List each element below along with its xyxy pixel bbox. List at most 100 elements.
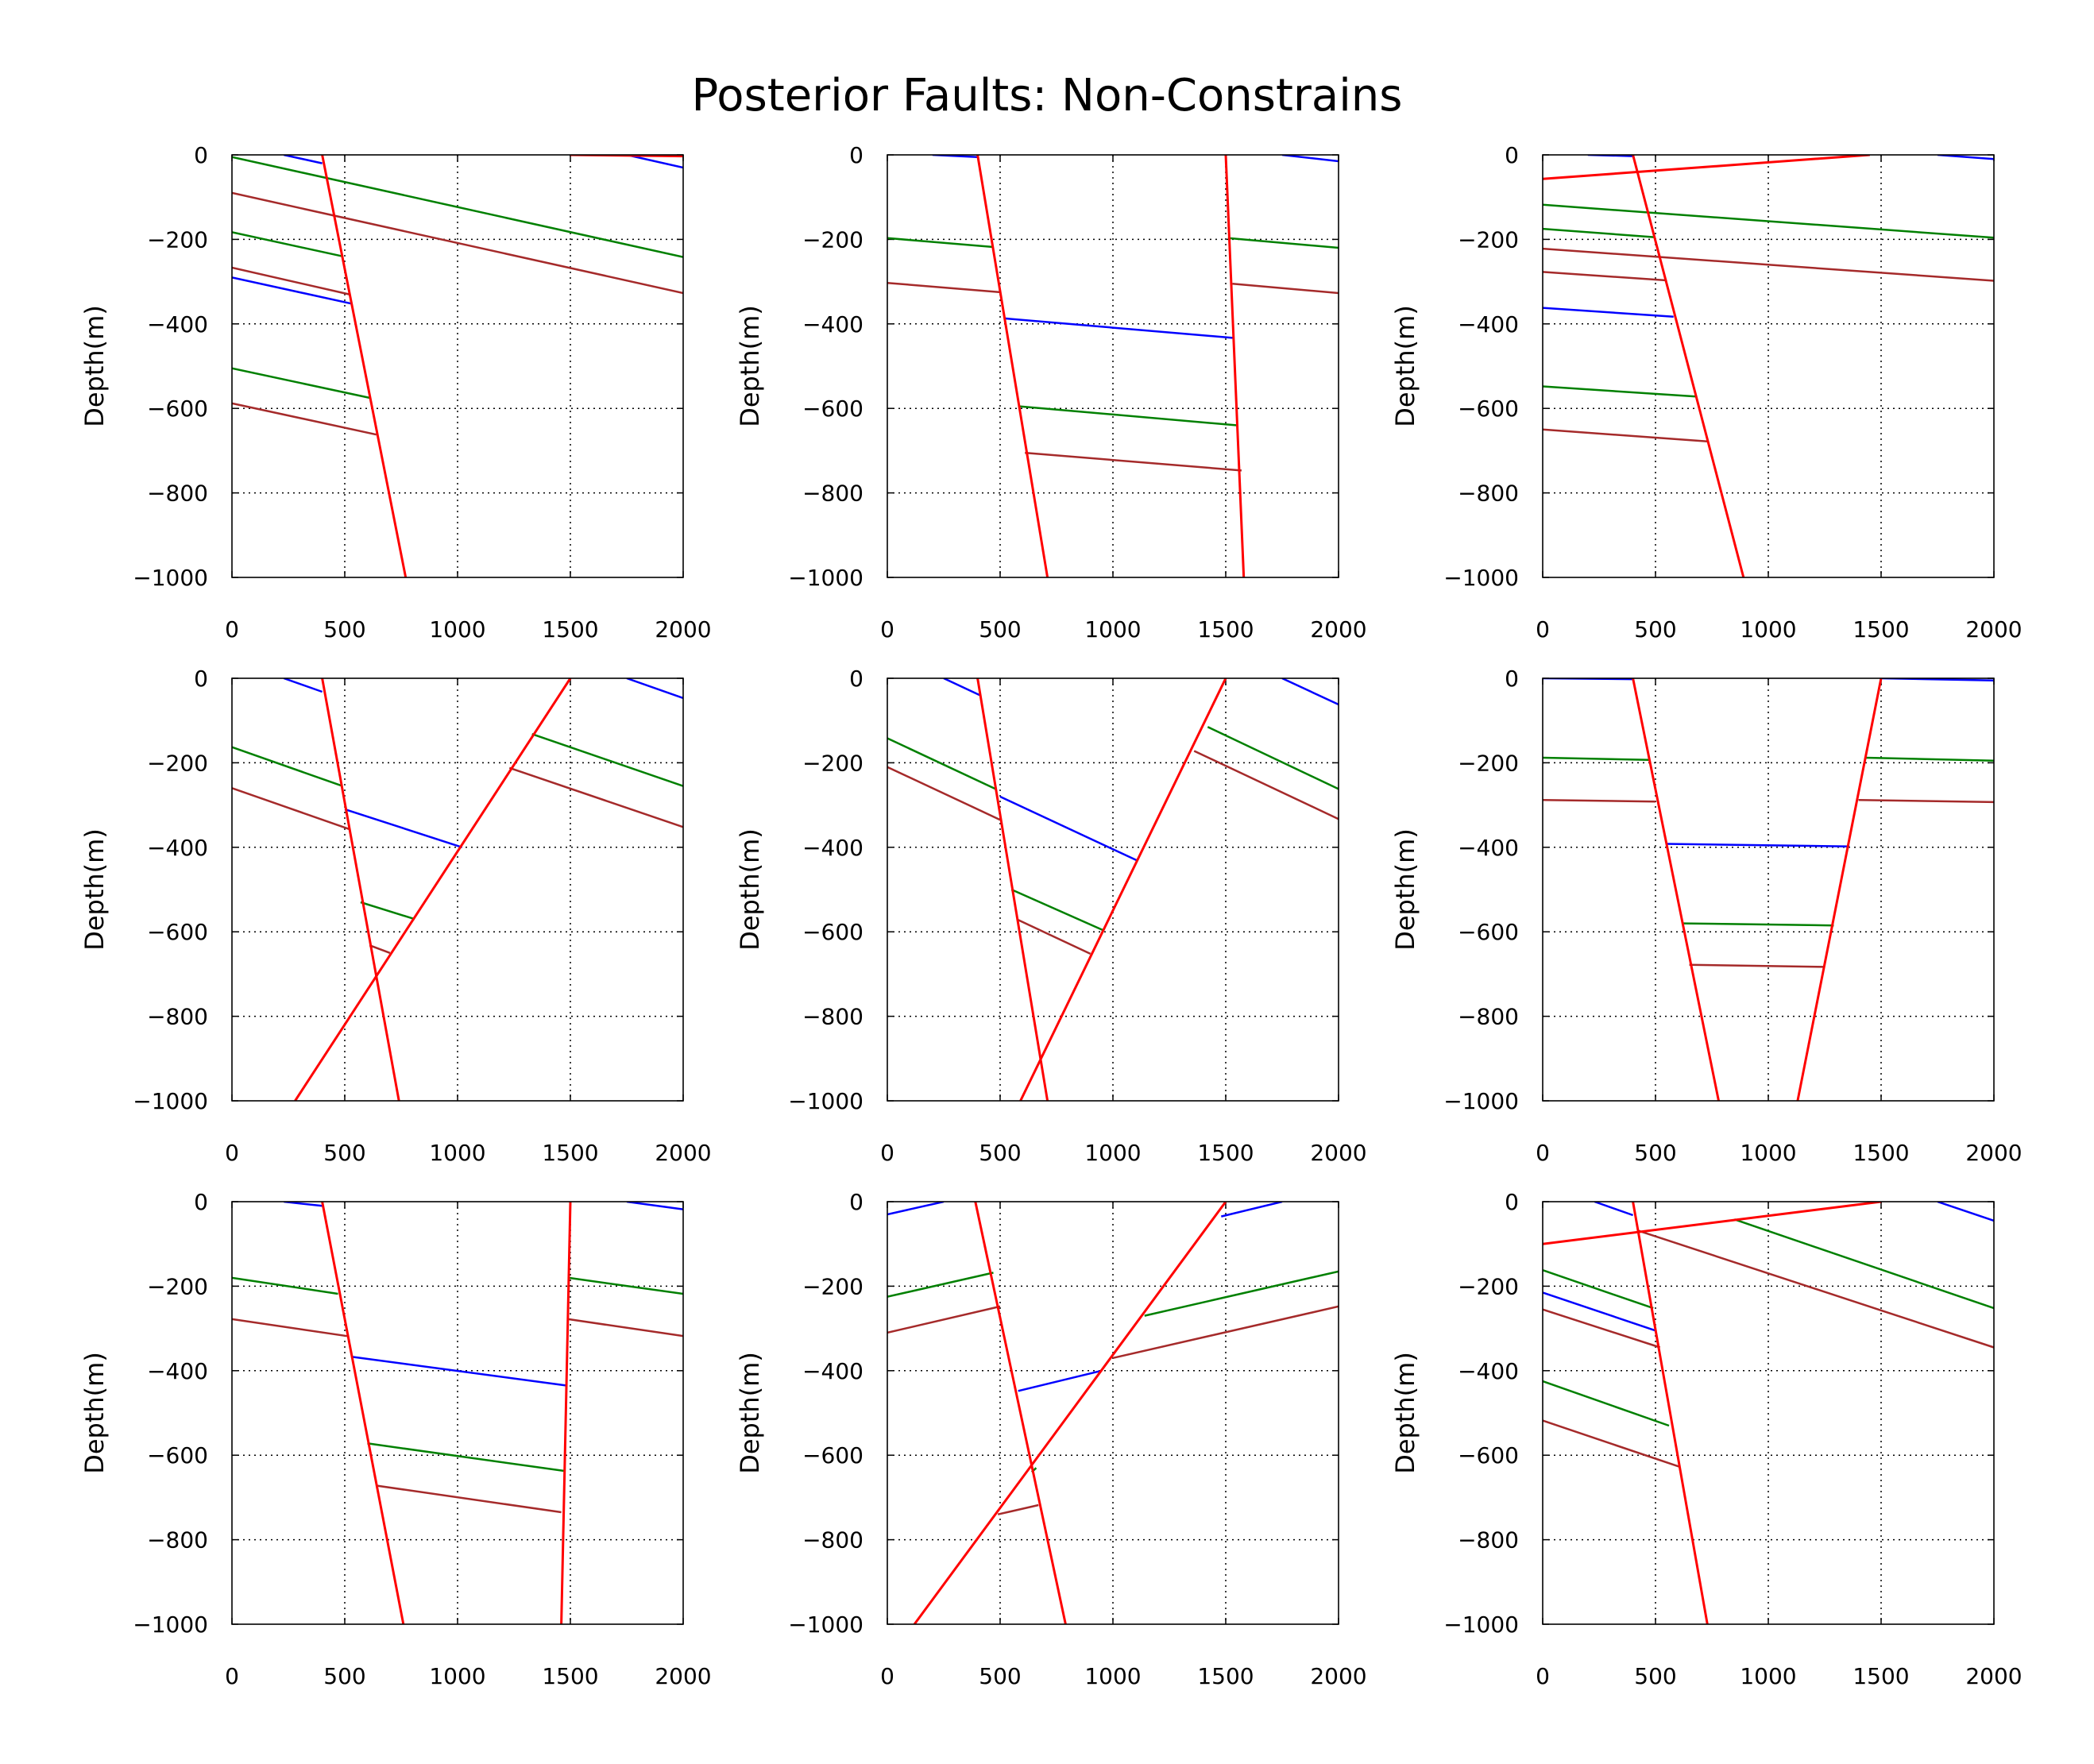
x-tick-label: 500	[1634, 1140, 1676, 1166]
brown-horizon-line-9	[369, 944, 391, 954]
green-horizon-line-4	[1543, 227, 1656, 238]
plot-frame	[231, 1201, 684, 1625]
x-tick-label: 0	[225, 1663, 239, 1689]
x-tick-label: 0	[225, 616, 239, 643]
y-tick-label: −800	[147, 481, 208, 507]
y-tick-label: 0	[194, 142, 208, 168]
x-tick-label: 1000	[1084, 1140, 1141, 1166]
x-tick-label: 1000	[429, 1663, 485, 1689]
green-horizon-line-8	[1010, 888, 1105, 932]
series-group	[1543, 155, 1994, 577]
brown-horizon-line-9	[1543, 1419, 1681, 1469]
y-tick-label: −600	[147, 396, 208, 422]
brown-horizon-line-7	[1543, 1308, 1661, 1349]
brown-horizon-line-5	[1543, 247, 1994, 282]
brown-horizon-line-9	[997, 1503, 1039, 1515]
y-axis-label: Depth(m)	[1390, 1352, 1420, 1474]
green-horizon-line-6	[1144, 1270, 1339, 1317]
subplot-5: 0 500 1000 1500 2000 0 −200 −400 −600 −800 −1000 De…	[735, 666, 1367, 1166]
series-group	[232, 678, 683, 1101]
y-axis-label: Depth(m)	[79, 828, 110, 951]
y-tick-label: −200	[147, 1273, 208, 1299]
blue-horizon-line-1	[284, 1202, 323, 1207]
blue-horizon-line-1	[943, 678, 980, 697]
x-tick-label: 2000	[655, 616, 711, 643]
y-tick-label: −1000	[133, 565, 208, 591]
fault-line-10	[1543, 155, 1870, 180]
x-tick-label: 2000	[1310, 1663, 1366, 1689]
y-tick-label: −200	[802, 750, 863, 776]
x-tick-label: 500	[323, 1663, 365, 1689]
y-tick-label: −600	[802, 396, 863, 422]
y-tick-label: −200	[147, 226, 208, 253]
series-group	[232, 155, 683, 577]
plot-frame	[231, 154, 684, 578]
subplot-6: 0 500 1000 1500 2000 0 −200 −400 −600 −800 −1000 De…	[1390, 666, 2023, 1166]
subplot-4: 0 500 1000 1500 2000 0 −200 −400 −600 −800 −1000 De…	[79, 666, 712, 1166]
brown-horizon-line-4	[1636, 1229, 1994, 1349]
y-tick-label: −400	[1458, 835, 1519, 861]
subplot-7: 0 500 1000 1500 2000 0 −200 −400 −600 −800 −1000 De…	[79, 1189, 712, 1689]
plot-frame	[1542, 1201, 1995, 1625]
brown-horizon-line-9	[1025, 451, 1242, 472]
y-tick-label: −1000	[788, 565, 863, 591]
fault-line-11	[1632, 155, 1745, 577]
green-horizon-line-4	[1865, 756, 1994, 762]
y-tick-label: 0	[194, 666, 208, 692]
plot-frame	[231, 677, 684, 1102]
green-horizon-line-8	[360, 901, 415, 921]
y-tick-label: −800	[802, 481, 863, 507]
x-tick-label: 1500	[542, 1140, 598, 1166]
blue-horizon-line-1	[283, 678, 323, 693]
y-tick-label: −800	[147, 1004, 208, 1030]
y-axis-label: Depth(m)	[79, 305, 110, 427]
blue-horizon-line-2	[626, 155, 683, 169]
blue-horizon-line-2	[626, 678, 683, 700]
y-tick-label: 0	[1505, 142, 1519, 168]
x-tick-label: 500	[979, 616, 1021, 643]
blue-horizon-line-7	[232, 276, 352, 305]
blue-horizon-line-7	[1004, 317, 1233, 339]
y-tick-label: −600	[147, 919, 208, 945]
x-tick-label: 1000	[1084, 1663, 1141, 1689]
x-tick-label: 0	[225, 1140, 239, 1166]
x-tick-label: 2000	[1310, 1140, 1366, 1166]
x-tick-label: 1500	[1197, 1140, 1254, 1166]
plot-frame	[887, 1201, 1339, 1625]
y-tick-label: −400	[802, 835, 863, 861]
y-tick-label: −400	[802, 311, 863, 338]
y-tick-label: −1000	[788, 1612, 863, 1638]
y-tick-label: −400	[802, 1358, 863, 1384]
green-horizon-line-3	[232, 1276, 338, 1295]
green-horizon-line-8	[1018, 405, 1238, 427]
fault-line-11	[1632, 1202, 1709, 1624]
x-tick-label: 500	[979, 1663, 1021, 1689]
fault-line-10	[1632, 678, 1720, 1101]
y-tick-label: 0	[849, 142, 863, 168]
brown-horizon-line-9	[1543, 428, 1708, 442]
series-group	[887, 155, 1339, 577]
brown-horizon-line-9	[1689, 963, 1825, 968]
fault-line-10	[1543, 1202, 1882, 1245]
x-tick-label: 1500	[1853, 1140, 1909, 1166]
blue-horizon-line-2	[1937, 1202, 1994, 1222]
fault-line-10	[321, 678, 400, 1101]
x-tick-label: 1000	[429, 1140, 485, 1166]
subplot-3: 0 500 1000 1500 2000 0 −200 −400 −600 −800 −1000 De…	[1390, 142, 2023, 643]
x-tick-label: 500	[1634, 616, 1676, 643]
blue-horizon-line-7	[1667, 843, 1850, 847]
x-tick-label: 1500	[1197, 1663, 1254, 1689]
y-tick-label: 0	[1505, 1189, 1519, 1215]
y-tick-label: −1000	[788, 1088, 863, 1114]
x-tick-label: 1000	[1740, 1663, 1796, 1689]
x-tick-label: 1000	[429, 616, 485, 643]
green-horizon-line-3	[887, 737, 996, 790]
green-horizon-line-5	[232, 231, 343, 257]
series-group	[887, 678, 1339, 1101]
x-tick-label: 0	[880, 1140, 894, 1166]
y-tick-label: −200	[1458, 226, 1519, 253]
green-horizon-line-8	[1543, 1380, 1670, 1427]
x-tick-label: 2000	[1965, 1663, 2022, 1689]
brown-horizon-line-9	[1018, 919, 1091, 955]
green-horizon-line-3	[887, 1272, 994, 1298]
